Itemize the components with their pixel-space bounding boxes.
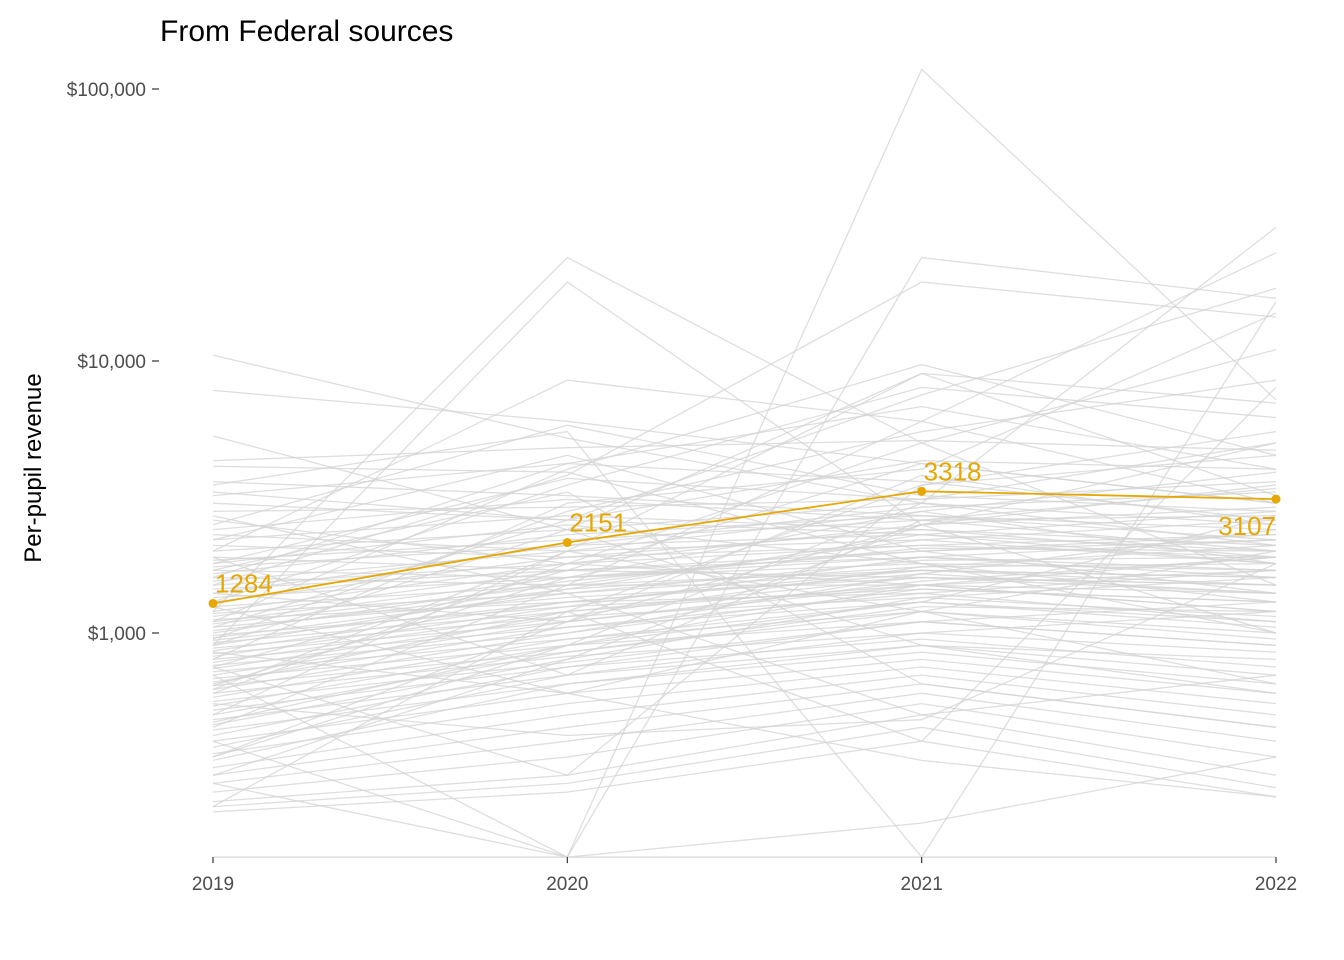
background-line <box>212 379 1277 552</box>
background-line <box>212 576 1277 726</box>
background-line <box>212 644 1277 721</box>
background-line <box>212 474 1277 623</box>
highlight-point <box>1271 494 1281 504</box>
x-tick-label: 2022 <box>1255 874 1297 895</box>
background-line <box>212 556 1277 707</box>
background-line <box>212 424 1277 526</box>
background-line <box>212 312 1277 660</box>
background-line <box>212 510 1277 647</box>
background-line <box>212 454 1277 776</box>
background-line <box>212 601 1277 703</box>
background-line <box>212 692 1277 785</box>
background-line <box>212 528 1277 694</box>
background-line <box>212 68 1277 858</box>
highlight-data-label: 2151 <box>569 508 627 538</box>
background-line <box>212 301 1277 859</box>
background-line <box>212 256 1277 858</box>
highlight-line <box>212 490 1277 605</box>
background-line <box>212 439 1277 462</box>
background-line <box>212 740 1277 813</box>
background-line <box>212 498 1277 552</box>
background-line <box>212 460 1277 521</box>
background-line <box>212 386 1277 808</box>
x-tick-label: 2020 <box>546 874 588 895</box>
background-line <box>212 651 1277 798</box>
background-line <box>212 454 1277 594</box>
background-line <box>212 465 1277 634</box>
background-line <box>212 533 1277 558</box>
background-line <box>212 563 1277 737</box>
highlight-point <box>562 538 572 548</box>
background-line <box>212 515 1277 561</box>
y-tick-label: $100,000 <box>67 80 146 101</box>
highlight-point <box>917 486 927 496</box>
background-line <box>212 533 1277 618</box>
background-line <box>212 556 1277 655</box>
background-line <box>212 550 1277 691</box>
background-line <box>212 363 1277 623</box>
background-line <box>212 666 1277 755</box>
x-tick-label: 2019 <box>192 874 234 895</box>
background-line <box>212 510 1277 687</box>
background-line <box>212 462 1277 521</box>
highlight-point <box>208 598 218 608</box>
highlight-data-label: 3107 <box>1218 511 1276 541</box>
background-line <box>212 651 1277 731</box>
background-line <box>212 256 1277 612</box>
background-line <box>212 588 1277 667</box>
background-line <box>212 386 1277 603</box>
background-line <box>212 354 1277 547</box>
highlight-data-label: 3318 <box>924 456 982 486</box>
background-series <box>212 68 1277 859</box>
background-line <box>212 644 1277 762</box>
background-line <box>212 515 1277 716</box>
chart-title: From Federal sources <box>160 15 453 48</box>
background-line <box>212 281 1277 586</box>
background-line <box>212 515 1277 723</box>
background-line <box>212 569 1277 652</box>
background-line <box>212 714 1277 803</box>
background-line <box>212 756 1277 858</box>
background-line <box>212 562 1277 632</box>
background-line <box>212 226 1277 758</box>
background-line <box>212 726 1277 808</box>
background-line <box>212 484 1277 758</box>
y-axis-label: Per-pupil revenue <box>20 373 47 562</box>
y-tick-label: $10,000 <box>77 352 146 373</box>
highlight-series: 1284 2151 3318 3107 <box>208 456 1281 608</box>
axes: 2019 2020 2021 2022 $1,000 $10,000 $100,000 <box>67 80 1297 895</box>
background-line <box>212 610 1277 673</box>
background-line <box>212 481 1277 541</box>
background-line <box>212 550 1277 694</box>
background-line <box>212 379 1277 640</box>
highlight-data-label: 1284 <box>215 568 273 598</box>
y-tick-label: $1,000 <box>88 624 146 645</box>
background-line <box>212 528 1277 691</box>
background-line <box>212 372 1277 531</box>
x-tick-label: 2021 <box>901 874 943 895</box>
background-line <box>212 442 1277 565</box>
background-line <box>212 702 1277 793</box>
